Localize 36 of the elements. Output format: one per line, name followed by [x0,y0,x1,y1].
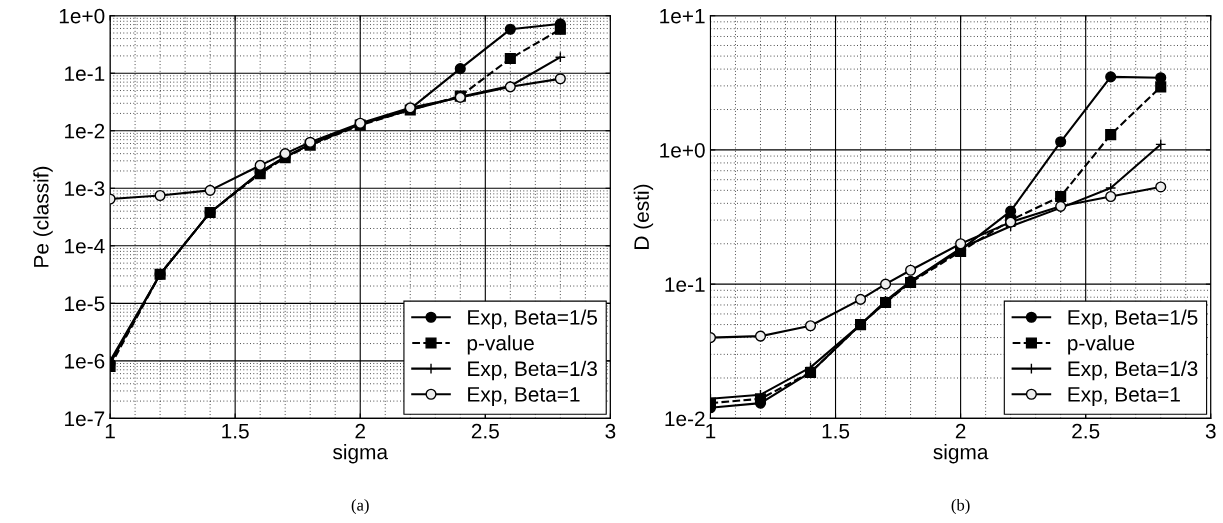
y-tick-label: 1e-7 [65,411,105,427]
legend-label: p-value [1068,335,1135,355]
legend-label: Exp, Beta=1 [468,387,580,406]
y-tick-label: 1e-5 [65,296,105,312]
legend-label: p-value [467,335,534,355]
x-tick-label: 3 [1205,423,1216,439]
x-tick-label: 1.5 [822,424,850,439]
text: (b) [951,498,970,515]
x-axis-title: sigma [333,444,389,464]
y-tick-label: 1e+0 [660,142,705,158]
legend-label: Exp, Beta=1 [1068,387,1180,406]
y-tick-label: 1e-1 [65,66,105,81]
x-tick-label: 2 [355,423,365,439]
text: (a) [351,498,369,515]
legend-label: Exp, Beta=1/3 [468,360,597,381]
y-tick-label: 1e-2 [665,411,705,427]
y-tick-label: 1e-1 [665,277,705,292]
legend-label: Exp, Beta=1/3 [1068,360,1198,381]
x-tick-label: 2.5 [471,423,499,439]
y-tick-label: 1e-2 [65,123,105,139]
y-tick-label: 1e-3 [65,181,105,197]
x-tick-label: 3 [605,423,616,439]
x-tick-label: 1.5 [222,424,249,439]
x-tick-label: 2.5 [1072,423,1100,439]
y-axis-title: Pe (classif) [33,166,53,267]
legend-label: Exp, Beta=1/5 [468,309,598,329]
x-tick-label: 2 [955,423,966,439]
y-tick-label: 1e-4 [65,239,105,254]
y-tick-label: 1e-6 [65,353,105,369]
y-tick-label: 1e+1 [660,8,705,24]
x-tick-label: 1 [105,424,115,439]
x-tick-label: 1 [706,424,716,439]
x-axis-title: sigma [933,444,989,464]
y-axis-title: D (esti) [633,184,654,249]
legend-label: Exp, Beta=1/5 [1068,309,1198,329]
y-tick-label: 1e+0 [59,8,105,24]
